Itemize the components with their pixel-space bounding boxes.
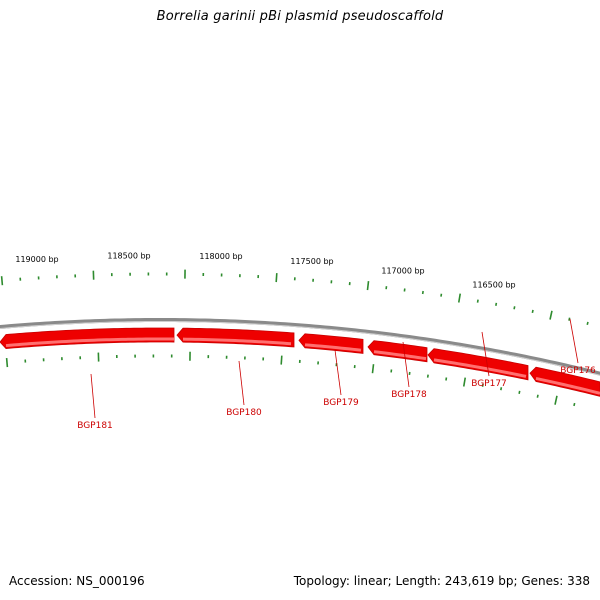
- scale-tick-bottom-major: [371, 364, 375, 374]
- scale-tick-bottom-minor: [481, 383, 484, 387]
- scale-label: 118500 bp: [107, 251, 150, 260]
- scale-label: 118000 bp: [199, 252, 242, 261]
- scale-tick-bottom-major: [554, 395, 558, 405]
- gene-arrow-shade: [5, 337, 175, 348]
- gene-arrow-shade: [373, 350, 427, 361]
- scale-labels: 119000 bp 118500 bp 118000 bp 117500 bp 1170…: [15, 251, 515, 289]
- scale-tick-major: [275, 273, 278, 283]
- scale-label: 117500 bp: [290, 257, 333, 266]
- scale-label: 117000 bp: [381, 267, 424, 276]
- gene-leader-line: [238, 360, 245, 406]
- gene-labels: BGP181 BGP180 BGP179 BGP178 BGP177 BGP176: [77, 318, 596, 431]
- gene-label: BGP181: [77, 421, 113, 431]
- scale-tick-bottom-minor: [518, 390, 521, 394]
- scale-tick-major: [0, 276, 4, 286]
- gene-leader-line: [569, 318, 579, 364]
- scale-tick-major: [366, 281, 370, 291]
- gene-label: BGP177: [471, 379, 507, 389]
- scale-tick-bottom-minor: [536, 394, 539, 398]
- backbone-highlight: [0, 320, 600, 376]
- scale-tick-minor: [495, 302, 498, 306]
- gene-arrow-shade: [182, 337, 292, 346]
- plasmid-backbone: [0, 317, 600, 376]
- scale-tick-minor: [476, 299, 479, 303]
- scale-tick-minor: [586, 321, 589, 326]
- gene-leader-line: [402, 341, 410, 388]
- backbone-line: [0, 317, 600, 376]
- scale-tick-minor: [568, 317, 571, 321]
- scale-label: 116500 bp: [472, 281, 515, 290]
- scale-ticks-bottom: [5, 351, 576, 407]
- gene-leader-line: [481, 331, 490, 377]
- gene-arrow-shade: [433, 358, 527, 378]
- scale-ticks-top: [0, 269, 589, 326]
- gene-arrow-shade: [535, 376, 600, 395]
- gene-label: BGP180: [226, 408, 262, 418]
- scale-tick-bottom-minor: [573, 402, 576, 407]
- accession-text: Accession: NS_000196: [9, 574, 145, 588]
- gene-leader-line: [90, 373, 96, 419]
- gene-leader-line: [334, 349, 342, 396]
- scale-tick-bottom-major: [462, 377, 467, 387]
- scale-tick-minor: [513, 306, 516, 310]
- scale-tick-major: [549, 310, 553, 320]
- scale-tick-major: [457, 293, 462, 303]
- scale-tick-minor: [531, 309, 534, 314]
- gene-track: [0, 327, 600, 397]
- scale-label: 119000 bp: [15, 255, 58, 264]
- scale-tick-bottom-minor: [500, 387, 503, 391]
- gene-arrow-shade: [304, 343, 362, 352]
- gene-label: BGP179: [323, 398, 359, 408]
- scale-tick-bottom-major: [280, 355, 283, 365]
- gene-label: BGP178: [391, 390, 427, 400]
- page-title: Borrelia garinii pBi plasmid pseudoscaff…: [156, 9, 444, 24]
- topology-summary: Topology: linear; Length: 243,619 bp; Ge…: [293, 574, 590, 588]
- gene-label: BGP176: [560, 366, 596, 376]
- scale-tick-bottom-major: [5, 357, 9, 368]
